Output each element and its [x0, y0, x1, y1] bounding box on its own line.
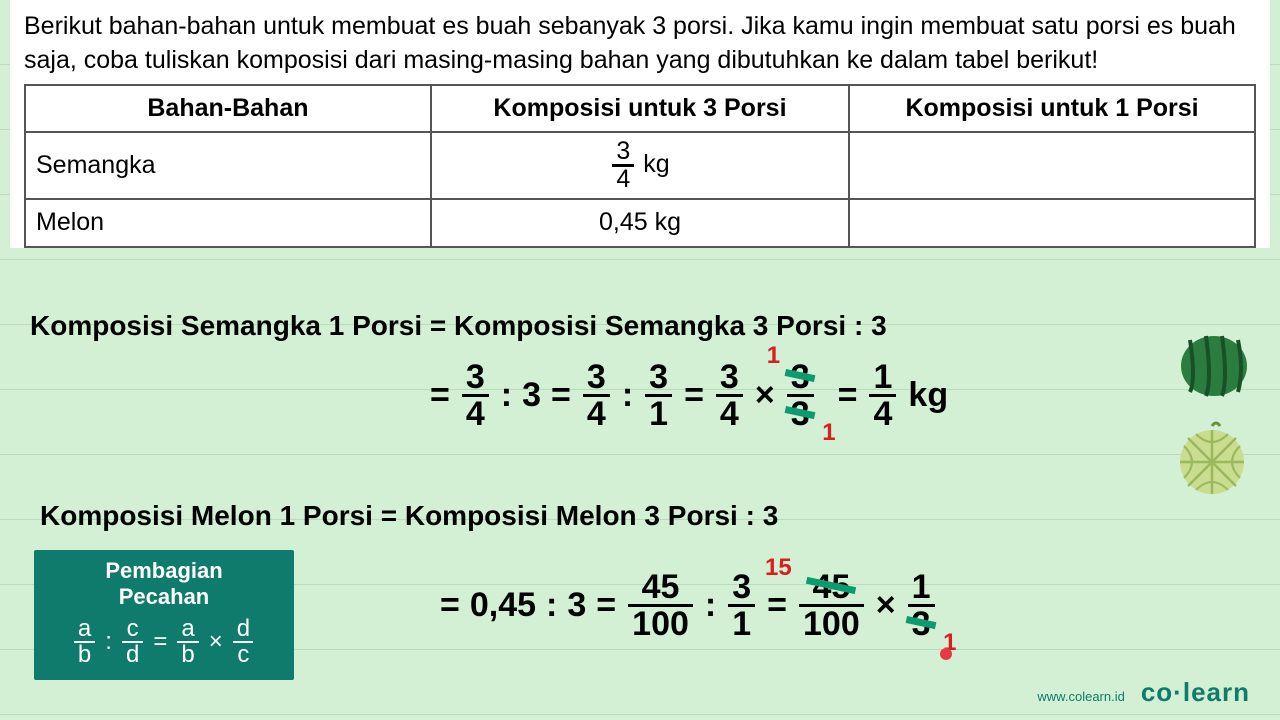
- table-header-3: Komposisi untuk 1 Porsi: [849, 85, 1255, 133]
- hint-title-2: Pecahan: [40, 584, 288, 610]
- hint-box: Pembagian Pecahan ab : cd = ab × dc: [34, 550, 294, 680]
- cell-value-1porsi: [849, 132, 1255, 199]
- hint-title-1: Pembagian: [40, 558, 288, 584]
- problem-text: Berikut bahan-bahan untuk membuat es bua…: [24, 10, 1256, 78]
- table-header-1: Bahan-Bahan: [25, 85, 431, 133]
- table-row: Melon 0,45 kg: [25, 199, 1255, 247]
- ingredients-table: Bahan-Bahan Komposisi untuk 3 Porsi Komp…: [24, 84, 1256, 249]
- footer-brand: www.colearn.id co·learn: [1037, 677, 1250, 708]
- work2-equation: = 0,45 : 3 = 45 100 : 3 1 = 15 45 100 × …: [440, 570, 937, 641]
- work1-title: Komposisi Semangka 1 Porsi = Komposisi S…: [30, 310, 887, 342]
- hint-equation: ab : cd = ab × dc: [40, 617, 288, 667]
- work2-title: Komposisi Melon 1 Porsi = Komposisi Melo…: [40, 500, 778, 532]
- footer-url: www.colearn.id: [1037, 689, 1124, 704]
- cell-value-3porsi: 3 4 kg: [431, 132, 849, 199]
- table-header-2: Komposisi untuk 3 Porsi: [431, 85, 849, 133]
- problem-box: Berikut bahan-bahan untuk membuat es bua…: [10, 0, 1270, 248]
- cursor-dot-icon: [940, 648, 952, 660]
- cell-ingredient: Semangka: [25, 132, 431, 199]
- work1-equation: = 3 4 : 3 = 3 4 : 3 1 = 3 4 × 1 1 3 3 =: [430, 360, 948, 431]
- watermelon-icon: [1178, 330, 1250, 407]
- table-row: Semangka 3 4 kg: [25, 132, 1255, 199]
- footer-logo: co·learn: [1141, 677, 1250, 708]
- cell-value-3porsi: 0,45 kg: [431, 199, 849, 247]
- cell-ingredient: Melon: [25, 199, 431, 247]
- melon-icon: [1174, 420, 1250, 501]
- cell-value-1porsi: [849, 199, 1255, 247]
